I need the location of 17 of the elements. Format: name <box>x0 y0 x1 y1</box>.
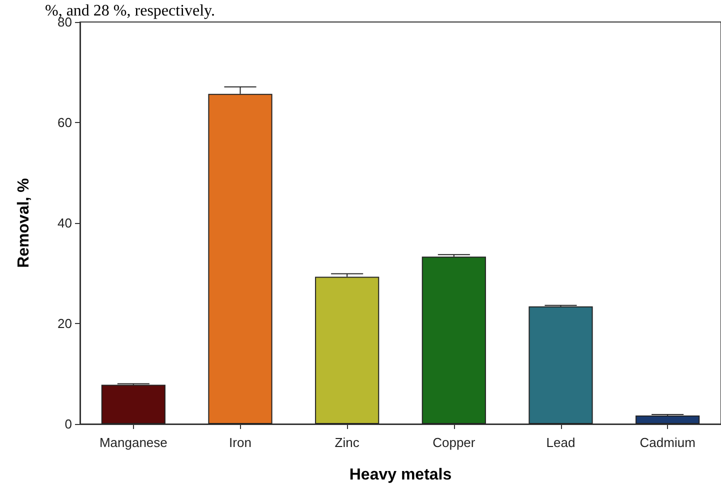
x-axis-title: Heavy metals <box>349 466 452 484</box>
y-axis-title: Removal, % <box>16 178 32 268</box>
bar <box>315 276 380 424</box>
bar <box>636 415 700 424</box>
x-tick-label: Manganese <box>99 435 168 450</box>
x-tick-label: Iron <box>229 435 252 450</box>
x-tick-label: Lead <box>546 435 576 450</box>
y-tick-label: 60 <box>58 115 72 130</box>
x-tick-label: Zinc <box>334 435 360 450</box>
y-tick-label: 40 <box>58 216 72 230</box>
y-tick-label: 20 <box>58 316 72 331</box>
bar <box>422 256 486 424</box>
bar <box>101 384 166 424</box>
bar <box>528 306 593 424</box>
x-tick-label: Cadmium <box>640 435 696 450</box>
x-tick-label: Copper <box>432 435 476 450</box>
y-tick-label: 0 <box>64 416 72 432</box>
